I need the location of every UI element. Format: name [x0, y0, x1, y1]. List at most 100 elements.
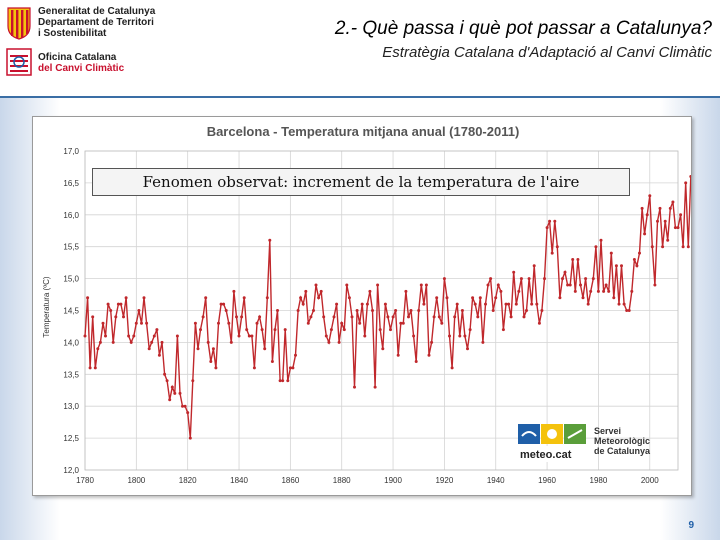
- senyera-shield-icon: [7, 7, 31, 40]
- data-point: [199, 328, 202, 332]
- data-point: [283, 328, 287, 332]
- data-point: [127, 334, 131, 338]
- y-tick-label: 14,5: [63, 307, 79, 316]
- data-point: [522, 315, 526, 319]
- data-point: [407, 315, 410, 319]
- data-point: [260, 328, 264, 332]
- y-tick-label: 16,0: [63, 211, 79, 220]
- gencat-logo: Generalitat de Catalunya Departament de …: [6, 6, 196, 46]
- x-tick-label: 1820: [179, 476, 197, 485]
- data-point: [484, 302, 487, 306]
- data-point: [312, 309, 315, 312]
- data-point: [602, 289, 606, 293]
- data-point: [471, 296, 475, 300]
- data-point: [612, 296, 616, 300]
- data-point: [412, 334, 416, 338]
- data-point: [460, 309, 464, 312]
- data-point: [389, 328, 392, 332]
- data-point: [645, 213, 649, 217]
- y-tick-label: 12,0: [63, 466, 79, 475]
- data-point: [668, 206, 672, 210]
- data-point: [173, 391, 177, 395]
- y-axis-label: Temperatura (ºC): [42, 276, 51, 337]
- data-point: [630, 289, 634, 293]
- data-point: [157, 353, 161, 357]
- data-point: [625, 309, 629, 312]
- data-point: [566, 283, 570, 287]
- data-point: [584, 277, 588, 281]
- data-point: [116, 302, 120, 306]
- data-point: [499, 289, 503, 293]
- y-tick-label: 16,5: [63, 179, 79, 188]
- climate-office-icon: [6, 48, 32, 76]
- data-point: [91, 315, 95, 319]
- data-point: [378, 328, 382, 332]
- data-point: [496, 283, 500, 287]
- data-point: [501, 328, 505, 332]
- data-point: [296, 309, 300, 312]
- x-tick-label: 1840: [230, 476, 248, 485]
- data-point: [314, 283, 318, 287]
- data-point: [122, 315, 125, 319]
- data-point: [440, 321, 444, 325]
- data-point: [450, 366, 454, 370]
- data-point: [476, 315, 480, 319]
- data-point: [383, 302, 387, 306]
- meteocat-weather-icon: meteo.cat: [518, 424, 586, 462]
- series-line: [84, 176, 700, 439]
- y-tick-label: 15,5: [63, 243, 79, 252]
- data-point: [273, 328, 277, 332]
- data-point: [648, 194, 652, 198]
- observation-banner: Fenomen observat: increment de la temper…: [92, 168, 630, 196]
- data-point: [419, 283, 423, 287]
- data-point: [430, 340, 434, 344]
- data-point: [442, 277, 446, 281]
- x-tick-label: 1960: [538, 476, 556, 485]
- data-point: [106, 302, 110, 306]
- x-tick-label: 2000: [641, 476, 659, 485]
- data-point: [414, 360, 418, 363]
- data-point: [653, 283, 657, 287]
- data-point: [638, 251, 641, 255]
- data-point: [517, 289, 521, 293]
- gencat-logo-text: Generalitat de Catalunya Departament de …: [38, 6, 155, 39]
- data-point: [486, 283, 490, 287]
- data-point: [466, 347, 469, 351]
- data-point: [435, 296, 439, 300]
- y-tick-label: 13,0: [63, 402, 79, 411]
- gencat-line-2: Departament de Territori: [38, 17, 154, 28]
- data-point: [140, 321, 143, 325]
- data-point: [299, 296, 303, 300]
- data-point: [145, 321, 149, 325]
- data-point: [563, 270, 567, 274]
- data-point: [607, 289, 611, 293]
- data-point: [258, 315, 262, 319]
- data-point: [381, 347, 385, 351]
- data-point: [240, 315, 244, 319]
- data-point: [589, 289, 593, 293]
- data-point: [632, 258, 636, 261]
- data-point: [247, 334, 251, 338]
- data-point: [455, 302, 459, 306]
- data-point: [98, 340, 102, 344]
- data-point: [360, 302, 364, 306]
- data-point: [689, 175, 693, 178]
- data-point: [147, 347, 151, 351]
- data-point: [581, 296, 585, 300]
- data-point: [371, 309, 374, 312]
- meteocat-brand: meteo.cat: [520, 449, 572, 461]
- data-point: [204, 296, 208, 300]
- data-point: [319, 289, 323, 293]
- data-point: [317, 296, 321, 300]
- data-point: [276, 309, 279, 312]
- data-point: [245, 328, 249, 332]
- temperature-chart: Barcelona - Temperatura mitjana anual (1…: [42, 124, 700, 485]
- data-point: [599, 238, 603, 242]
- chart-title: Barcelona - Temperatura mitjana anual (1…: [207, 124, 520, 139]
- data-point: [558, 296, 562, 300]
- data-point: [532, 264, 536, 268]
- data-point: [519, 277, 523, 281]
- data-point: [527, 277, 531, 281]
- data-point: [396, 353, 400, 357]
- data-point: [643, 232, 647, 236]
